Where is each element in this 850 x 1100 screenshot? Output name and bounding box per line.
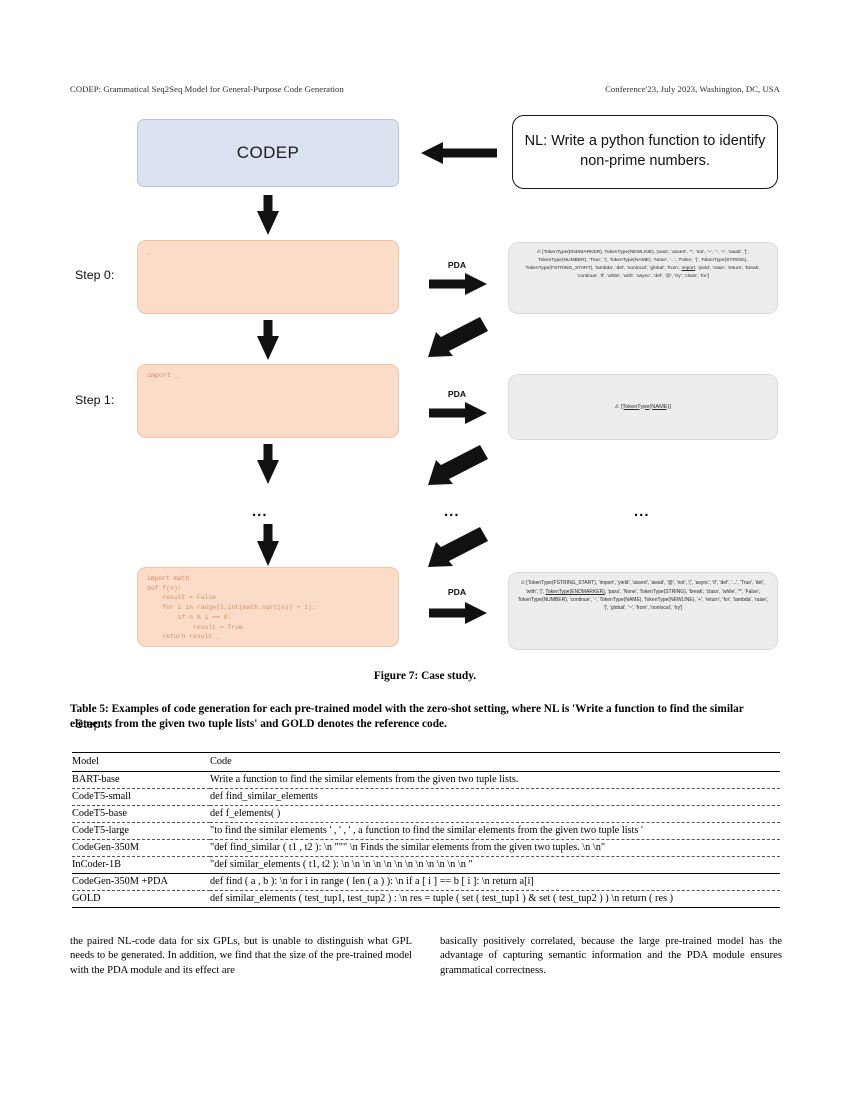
cell-model: CodeGen-350M +PDA — [72, 873, 210, 891]
column-header-model: Model — [72, 755, 99, 767]
cell-code: def find ( a , b ): \n for i in range ( … — [210, 873, 780, 891]
code-box-step1: import _ — [137, 364, 399, 438]
codep-model-box: CODEP — [137, 119, 399, 187]
arrow-nl-to-codep-icon — [421, 140, 497, 166]
cell-code: def find_similar_elements — [210, 788, 780, 806]
code-text-stept: import math def f(n): result = False for… — [147, 575, 316, 641]
pda-arrow-label-1: PDA — [447, 389, 467, 399]
pda-box-stept: δ: [TokenType(FSTRING_START), 'import', … — [508, 572, 778, 650]
table-row: CodeT5-small def find_similar_elements — [72, 788, 780, 806]
pda-highlighted-token: TokenType(ENDMARKER) — [545, 589, 605, 596]
code-box-step0: _ — [137, 240, 399, 314]
pda-text-stept: : [TokenType(FSTRING_START), 'import', '… — [517, 580, 769, 612]
arrow-step0-to-pda-icon — [429, 272, 487, 296]
table-row: CodeT5-base def f_elements( ) — [72, 805, 780, 823]
nl-text: NL: Write a python function to identify … — [524, 133, 766, 169]
cell-model: CodeT5-large — [72, 822, 210, 840]
arrow-dots-to-stept-icon — [255, 524, 281, 566]
header-right-venue: Conference'23, July 2023, Washington, DC… — [605, 84, 780, 94]
arrow-step1-to-pda-icon — [429, 401, 487, 425]
table-row: InCoder-1B "def similar_elements ( t1, t2… — [72, 856, 780, 874]
running-header: CODEP: Grammatical Seq2Seq Model for Gen… — [70, 84, 780, 94]
cell-model: CodeGen-350M — [72, 839, 210, 857]
table-row: BART-base Write a function to find the si… — [72, 771, 780, 789]
ellipsis-code-column: ... — [252, 503, 268, 520]
step-label-1: Step 1: — [75, 393, 115, 407]
pda-box-step1: δ: [TokenType(NAME)] — [508, 374, 778, 440]
table-row: GOLD def similar_elements ( test_tup1, te… — [72, 890, 780, 908]
cell-model: InCoder-1B — [72, 856, 210, 874]
codep-label: CODEP — [236, 143, 300, 162]
cell-model: GOLD — [72, 890, 210, 908]
cell-model: BART-base — [72, 771, 210, 789]
pda-highlighted-token: [TokenType(NAME)] — [620, 403, 671, 410]
column-header-code: Code — [210, 755, 232, 767]
pda-delta-symbol-1: δ — [615, 403, 618, 410]
arrow-codep-to-step0-icon — [255, 195, 281, 235]
table-row: CodeGen-350M +PDA def find ( a , b ): \n … — [72, 873, 780, 891]
cell-code: "to find the similar elements ' , ' , ' … — [210, 822, 780, 840]
code-text-step1: import _ — [147, 372, 179, 379]
body-text: the paired NL-code data for six GPLs, bu… — [70, 935, 782, 978]
cell-model: CodeT5-base — [72, 805, 210, 823]
pda-text-step0: : [TokenType(ENDMARKER), TokenType(NEWLI… — [525, 250, 761, 279]
body-paragraph-right: basically positively correlated, because… — [440, 936, 782, 976]
figure-case-study: CODEP NL: Write a python function to ide… — [0, 112, 850, 731]
arrow-step0-to-step1-icon — [255, 320, 281, 360]
code-text-step0: _ — [147, 248, 151, 255]
arrow-step1-to-dots-icon — [255, 444, 281, 484]
table-caption: Table 5: Examples of code generation for… — [70, 703, 744, 731]
table-header-row: Model Code — [72, 752, 780, 771]
arrow-pda-to-stept-icon — [428, 445, 490, 489]
pda-arrow-label-0: PDA — [447, 260, 467, 270]
step-label-0: Step 0: — [75, 268, 115, 282]
pda-arrow-label-t: PDA — [447, 587, 467, 597]
step-label-t: Step t: — [75, 717, 111, 731]
pda-text-step1: : [TokenType(NAME)] — [617, 403, 671, 410]
cell-code: def f_elements( ) — [210, 805, 780, 823]
cell-code: "def find_similar ( t1 , t2 ): \n """ \n… — [210, 839, 780, 857]
table-row: CodeT5-large "to find the similar element… — [72, 822, 780, 840]
cell-code: Write a function to find the similar ele… — [210, 771, 780, 789]
header-left-title: CODEP: Grammatical Seq2Seq Model for Gen… — [70, 84, 344, 94]
results-table: Model Code BART-base Write a function to … — [72, 752, 780, 908]
pda-delta-symbol-t: δ — [521, 581, 524, 586]
ellipsis-pda-column: ... — [634, 503, 650, 520]
arrow-pda-to-step1-icon — [428, 317, 490, 361]
arrow-pda-to-stept-lower-icon — [428, 527, 490, 571]
nl-input-box: NL: Write a python function to identify … — [512, 115, 778, 189]
code-box-stept: import math def f(n): result = False for… — [137, 567, 399, 647]
pda-highlighted-token: import — [681, 265, 696, 271]
pda-box-step0: δ: [TokenType(ENDMARKER), TokenType(NEWL… — [508, 242, 778, 314]
table-body: BART-base Write a function to find the si… — [72, 771, 780, 908]
cell-code: "def similar_elements ( t1, t2 ): \n \n … — [210, 856, 780, 874]
cell-model: CodeT5-small — [72, 788, 210, 806]
figure-caption: Figure 7: Case study. — [373, 670, 477, 682]
ellipsis-arrow-column: ... — [444, 503, 460, 520]
table-row: CodeGen-350M "def find_similar ( t1 , t2 … — [72, 839, 780, 857]
pda-delta-symbol-0: δ — [537, 250, 540, 255]
body-paragraph-left: the paired NL-code data for six GPLs, bu… — [70, 936, 412, 976]
arrow-stept-to-pda-icon — [429, 601, 487, 625]
cell-code: def similar_elements ( test_tup1, test_t… — [210, 890, 780, 908]
